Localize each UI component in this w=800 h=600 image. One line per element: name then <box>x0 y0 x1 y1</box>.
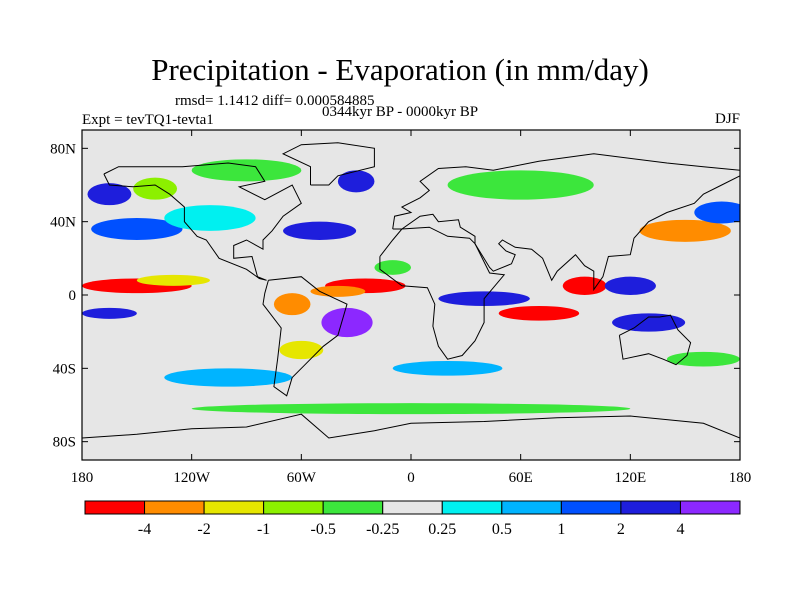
colorbar-swatch <box>382 500 443 515</box>
antarctica-coast <box>82 413 740 439</box>
field-patch <box>639 219 731 242</box>
colorbar-swatch <box>263 500 324 515</box>
experiment-label: Expt = tevTQ1-tevta1 <box>82 112 214 128</box>
field-patch <box>310 285 366 297</box>
stats-label: rmsd= 1.1412 diff= 0.000584885 <box>175 93 375 109</box>
field-patch <box>694 201 740 224</box>
lat-tick-label: 40N <box>50 215 76 231</box>
south-america-coast <box>262 276 348 397</box>
field-patch <box>666 351 740 367</box>
lon-tick-label: 180 <box>729 470 752 486</box>
period-label: 0344kyr BP - 0000kyr BP <box>322 104 479 120</box>
colorbar-swatch <box>322 500 384 515</box>
north-america-coast <box>103 162 302 281</box>
field-patch <box>392 361 503 376</box>
field-patch <box>91 218 183 240</box>
colorbar-swatch <box>441 500 503 515</box>
field-patch <box>447 170 594 200</box>
field-patch <box>87 183 132 206</box>
field-patch <box>283 221 357 240</box>
colorbar-label: 2 <box>617 521 625 538</box>
field-patch <box>337 170 375 193</box>
colorbar-swatch <box>560 500 622 515</box>
colorbar-label: 4 <box>676 521 684 538</box>
latitude-axis: 80N 40N 0 40S 80S <box>50 141 740 451</box>
chart-title: Precipitation - Evaporation (in mm/day) <box>151 52 649 87</box>
colorbar-label: -2 <box>197 521 210 538</box>
lat-tick-label: 0 <box>69 288 77 304</box>
coastlines <box>82 142 740 439</box>
longitude-axis: 180 120W 60W 0 60E 120E 180 <box>71 130 752 486</box>
field-patch <box>164 205 256 231</box>
field-patch <box>279 340 324 360</box>
lat-tick-label: 80N <box>50 141 76 157</box>
lon-tick-label: 60E <box>509 470 533 486</box>
field-patch <box>164 368 293 387</box>
field-patch <box>374 260 411 275</box>
precip-evap-field <box>82 159 740 415</box>
australia-coast <box>618 314 692 366</box>
greenland-coast <box>281 142 375 186</box>
field-patch <box>562 276 607 296</box>
field-patch <box>612 313 686 332</box>
field-patch <box>191 159 302 182</box>
colorbar-label: 0.25 <box>428 521 456 538</box>
lon-tick-label: 180 <box>71 470 94 486</box>
lat-tick-label: 80S <box>53 435 76 451</box>
colorbar-label: -4 <box>138 521 151 538</box>
colorbar-label: 1 <box>557 521 565 538</box>
field-patch <box>133 177 178 200</box>
field-patch <box>498 306 580 321</box>
lon-tick-label: 120E <box>614 470 646 486</box>
field-patch <box>604 276 656 296</box>
lon-tick-label: 60W <box>287 470 317 486</box>
field-patch <box>191 403 631 415</box>
colorbar-swatch <box>620 500 681 515</box>
colorbar-label: -0.5 <box>311 521 336 538</box>
lon-tick-label: 0 <box>407 470 415 486</box>
colorbar-swatch <box>501 500 562 515</box>
colorbar-label: -0.25 <box>366 521 399 538</box>
field-patch <box>136 274 210 286</box>
colorbar-swatch <box>144 500 205 515</box>
colorbar-swatch <box>203 500 265 515</box>
season-label: DJF <box>714 111 740 127</box>
colorbar-swatch <box>679 500 741 515</box>
lon-tick-label: 120W <box>173 470 211 486</box>
africa-coast <box>379 226 506 360</box>
colorbar-label: -1 <box>257 521 270 538</box>
colorbar-swatch <box>84 500 146 515</box>
field-patch <box>273 293 311 316</box>
colorbar: -4 -2 -1 -0.5 -0.25 0.25 0.5 1 2 4 <box>84 500 741 538</box>
field-patch <box>82 307 137 319</box>
field-patch <box>321 307 373 338</box>
lat-tick-label: 40S <box>53 361 76 377</box>
colorbar-label: 0.5 <box>492 521 512 538</box>
